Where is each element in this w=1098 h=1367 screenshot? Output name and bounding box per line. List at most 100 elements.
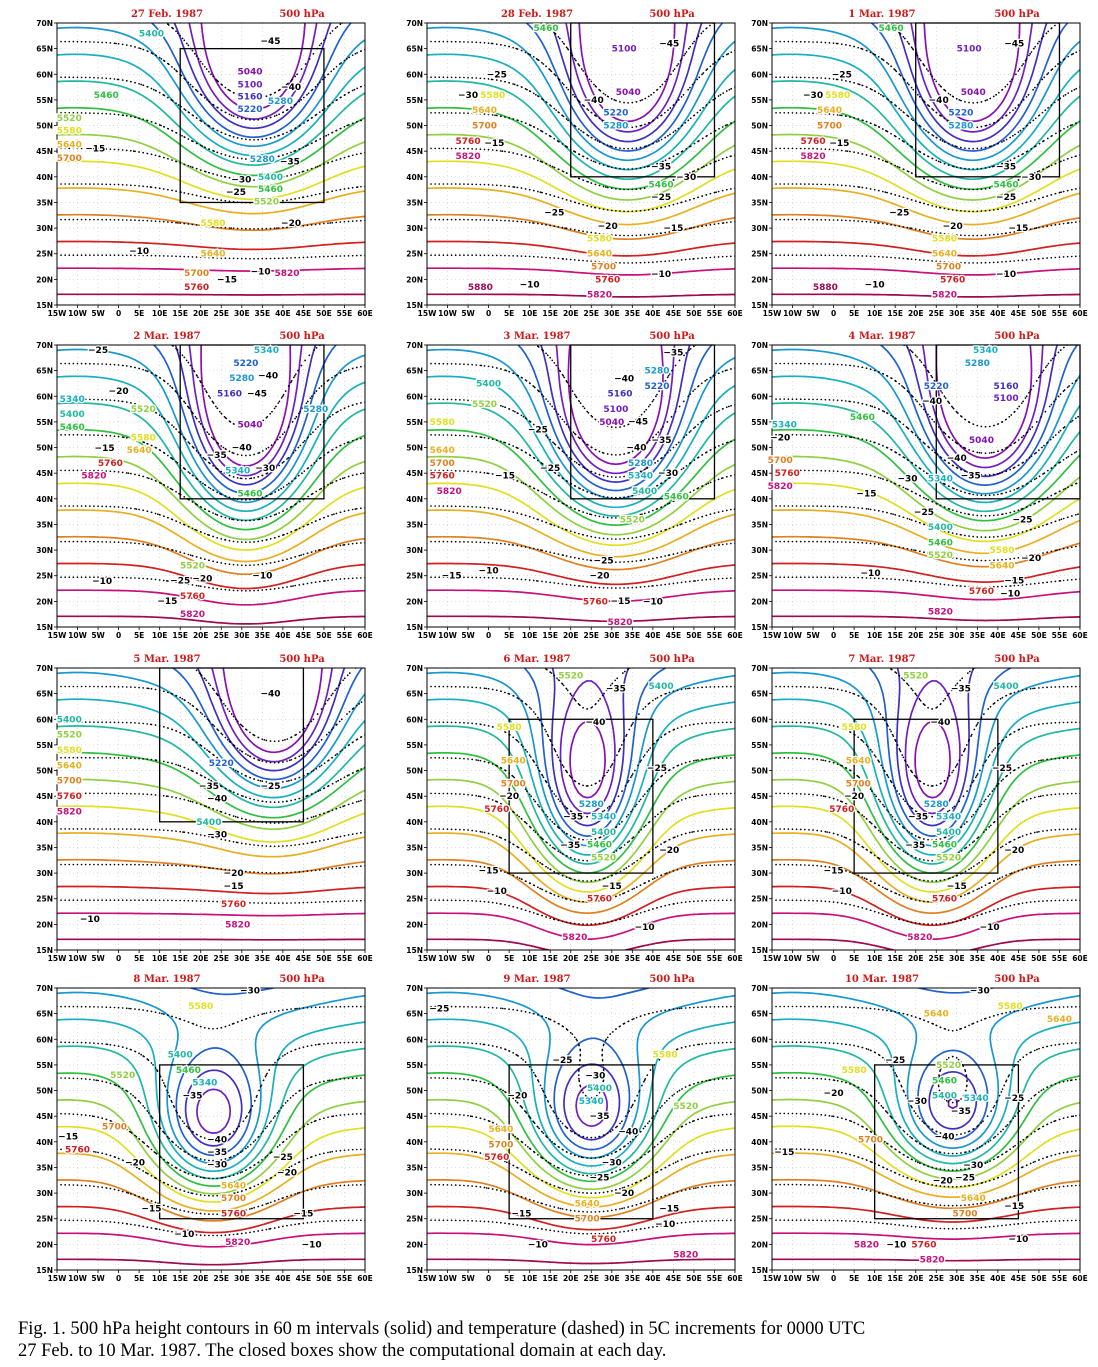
temperature-contours [772, 345, 1080, 588]
lat-tick-label: 60N [36, 715, 53, 724]
height-contour-5520 [772, 1098, 1080, 1180]
lat-tick-label: 55N [406, 418, 423, 427]
lon-tick-label: 10E [867, 1274, 883, 1283]
lon-tick-label: 15W [48, 631, 67, 640]
lon-tick-label: 35E [255, 1274, 271, 1283]
lon-tick-label: 5W [91, 1274, 105, 1283]
height-label: 5280 [229, 374, 254, 384]
lat-tick-label: 65N [751, 1010, 768, 1019]
lon-tick-label: 0 [116, 954, 121, 963]
temperature-label: −45 [247, 390, 267, 400]
height-label: 5640 [587, 250, 612, 260]
height-contour-5040 [923, 23, 1021, 123]
lon-tick-label: 10W [68, 631, 87, 640]
temperature-label: −40 [207, 795, 227, 805]
lon-tick-label: 10E [867, 954, 883, 963]
height-contour-5760 [427, 885, 735, 927]
lat-tick-label: 50N [406, 122, 423, 131]
lon-tick-label: 50E [1031, 1274, 1047, 1283]
lon-tick-label: 10E [522, 1274, 538, 1283]
temperature-label: −25 [885, 1056, 905, 1066]
lon-tick-label: 0 [831, 631, 836, 640]
lon-tick-label: 10E [867, 631, 883, 640]
height-contour-5160 [551, 668, 630, 827]
panel-date-title: 27 Feb. 1987 [131, 9, 203, 20]
lon-tick-label: 50E [316, 954, 332, 963]
lat-tick-label: 30N [751, 224, 768, 233]
height-contour-5520 [772, 455, 1080, 532]
height-label: 5760 [587, 895, 612, 905]
lon-tick-label: 20E [563, 1274, 579, 1283]
lat-tick-label: 70N [36, 664, 53, 673]
lat-tick-label: 25N [36, 572, 53, 581]
height-label: 5700 [102, 1122, 127, 1132]
temperature-contour--35 [772, 76, 1080, 150]
map-frame [426, 22, 736, 306]
height-label: 5700 [575, 1215, 600, 1225]
temperature-label: −40 [626, 444, 646, 454]
lon-tick-label: 35E [625, 309, 641, 318]
temperature-label: −15 [157, 597, 177, 607]
temperature-label: −35 [606, 685, 626, 695]
temperature-label: −15 [484, 139, 504, 149]
map-panel: 1 Mar. 1987 500 hPa 15W 10W 5W 0 5E 10E 15E 20E 25… [715, 4, 1088, 326]
height-label: 5520 [673, 1102, 698, 1112]
height-contour-5460 [772, 106, 1080, 191]
temperature-label: −40 [207, 1135, 227, 1145]
lon-tick-label: 15E [887, 954, 903, 963]
temperature-contour--35 [57, 721, 365, 784]
height-contour-5220 [879, 345, 1079, 486]
temperature-label: −35 [663, 349, 683, 359]
lat-tick-label: 20N [751, 275, 768, 284]
height-label: 5820 [801, 152, 826, 162]
lon-tick-label: 15W [763, 954, 782, 963]
height-contour-5700 [772, 858, 1080, 914]
temperature-label: −35 [563, 813, 583, 823]
temperature-label: −35 [182, 1092, 202, 1102]
lat-tick-label: 30N [406, 869, 423, 878]
height-contour-5760 [57, 1205, 365, 1234]
lon-tick-label: 55E [337, 309, 353, 318]
height-label: 5400 [587, 1084, 612, 1094]
lon-tick-label: 15E [887, 631, 903, 640]
lon-tick-label: 5E [849, 309, 859, 318]
temperature-contour--30 [427, 434, 735, 499]
temperature-label: −10 [861, 569, 881, 579]
temperature-label: −35 [199, 782, 219, 792]
height-contour-5640 [57, 509, 365, 563]
height-contour-5220 [153, 345, 337, 495]
map-panel: 8 Mar. 1987 500 hPa 15W 10W 5W 0 5E 10E 15E 20E 25… [0, 969, 373, 1291]
temperature-label: −10 [996, 270, 1016, 280]
lat-tick-label: 60N [36, 392, 53, 401]
map-svg: 9 Mar. 1987 500 hPa 15W 10W 5W 0 5E 10E 15E 20E 25… [406, 974, 743, 1283]
height-label: 5640 [817, 106, 842, 116]
height-label: 5280 [948, 121, 973, 131]
lon-tick-label: 60E [357, 1274, 373, 1283]
panel-level-title: 500 hPa [279, 654, 325, 665]
height-label: 5760 [595, 275, 620, 285]
height-label: 5760 [98, 459, 123, 469]
temperature-label: −20 [598, 222, 618, 232]
height-contour-5760 [772, 885, 1080, 927]
lon-tick-label: 5W [91, 954, 105, 963]
height-label: 5340 [225, 467, 250, 477]
temperature-contour--20 [427, 1148, 735, 1194]
lon-tick-label: 15E [542, 1274, 558, 1283]
lat-tick-label: 40N [36, 818, 53, 827]
height-contour-5520 [772, 133, 1080, 201]
temperature-label: −20 [507, 1092, 527, 1102]
lon-tick-label: 20E [563, 954, 579, 963]
lat-tick-label: 30N [36, 546, 53, 555]
map-frame [56, 22, 366, 306]
height-contour-5280 [427, 348, 735, 500]
height-contour-5040 [569, 720, 606, 799]
height-label: 5820 [57, 808, 82, 818]
height-label: 5040 [969, 436, 994, 446]
temperature-label: −30 [207, 830, 227, 840]
height-label: 5460 [534, 24, 559, 34]
height-label: 5400 [168, 1051, 193, 1061]
temperature-label: −40 [618, 1128, 638, 1138]
lon-tick-label: 55E [707, 631, 723, 640]
temperature-contour--30 [57, 1077, 365, 1162]
height-label: 5760 [221, 900, 246, 910]
